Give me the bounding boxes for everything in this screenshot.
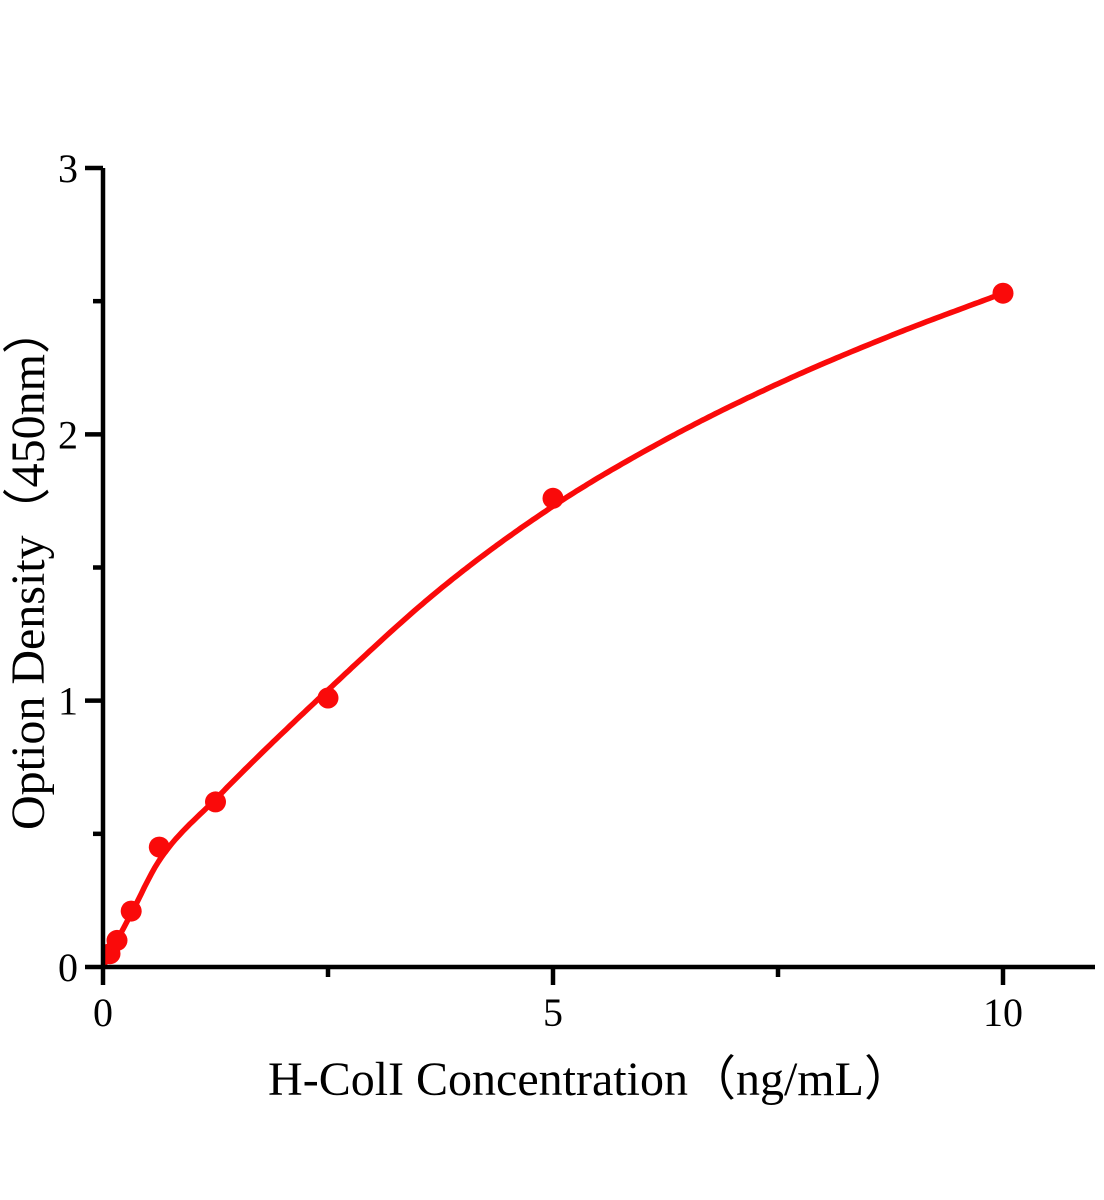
- series-layer: [103, 282, 1014, 967]
- y-tick-label: 3: [58, 146, 78, 191]
- x-tick-label: 0: [93, 990, 113, 1035]
- data-point-marker: [992, 282, 1014, 304]
- x-tick-label: 5: [543, 990, 563, 1035]
- y-tick-label: 1: [58, 679, 78, 724]
- y-axis-tick-labels: 0 1 2 3: [58, 146, 78, 990]
- data-point-marker: [120, 900, 142, 922]
- x-axis-tick-labels: 0 5 10: [93, 990, 1023, 1035]
- y-tick-label: 2: [58, 412, 78, 457]
- y-tick-label: 0: [58, 945, 78, 990]
- data-point-marker: [542, 487, 564, 509]
- y-axis-title: Option Density（450nm）: [2, 306, 55, 830]
- x-axis-ticks: [100, 967, 1006, 985]
- data-point-marker: [106, 929, 128, 951]
- axes-layer: [85, 165, 1095, 985]
- y-axis-ticks: [85, 165, 103, 970]
- x-axis-title: H-ColI Concentration（ng/mL）: [268, 1053, 912, 1106]
- x-tick-label: 10: [983, 990, 1023, 1035]
- data-point-marker: [148, 836, 170, 858]
- data-point-marker: [317, 687, 339, 709]
- data-point-marker: [205, 791, 226, 813]
- fit-curve: [103, 290, 1006, 967]
